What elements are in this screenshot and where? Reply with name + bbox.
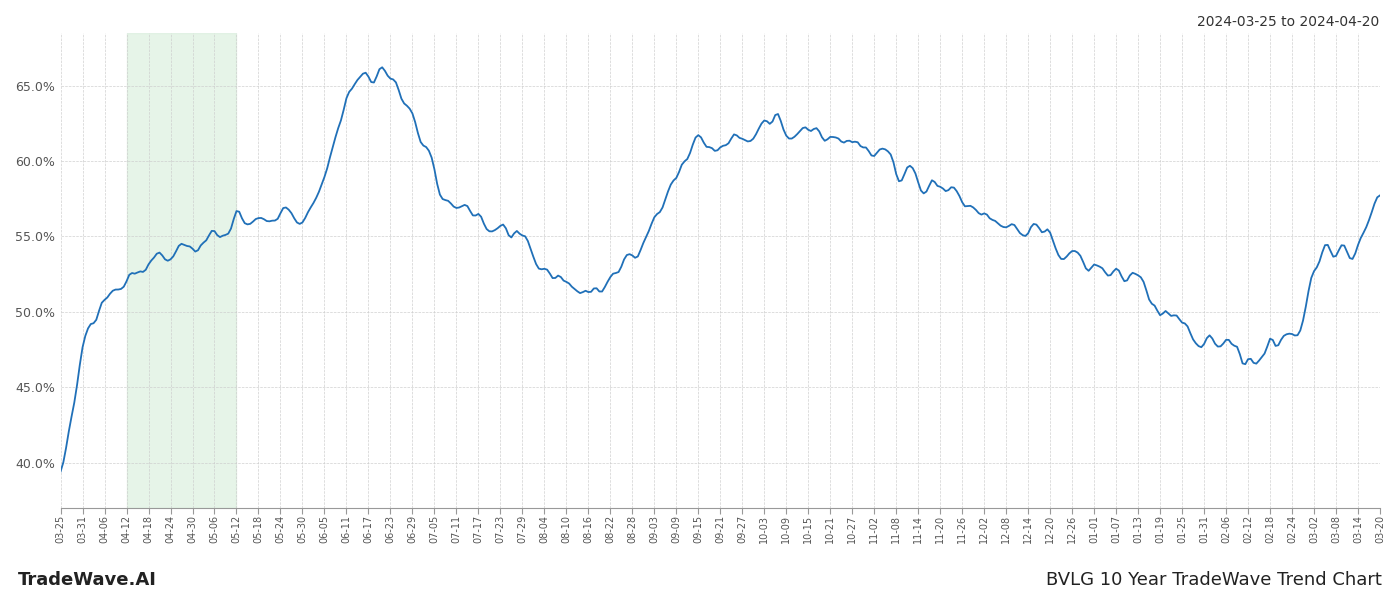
Text: 2024-03-25 to 2024-04-20: 2024-03-25 to 2024-04-20 [1197,15,1379,29]
Text: BVLG 10 Year TradeWave Trend Chart: BVLG 10 Year TradeWave Trend Chart [1046,571,1382,589]
Bar [126,33,237,508]
Text: TradeWave.AI: TradeWave.AI [18,571,157,589]
